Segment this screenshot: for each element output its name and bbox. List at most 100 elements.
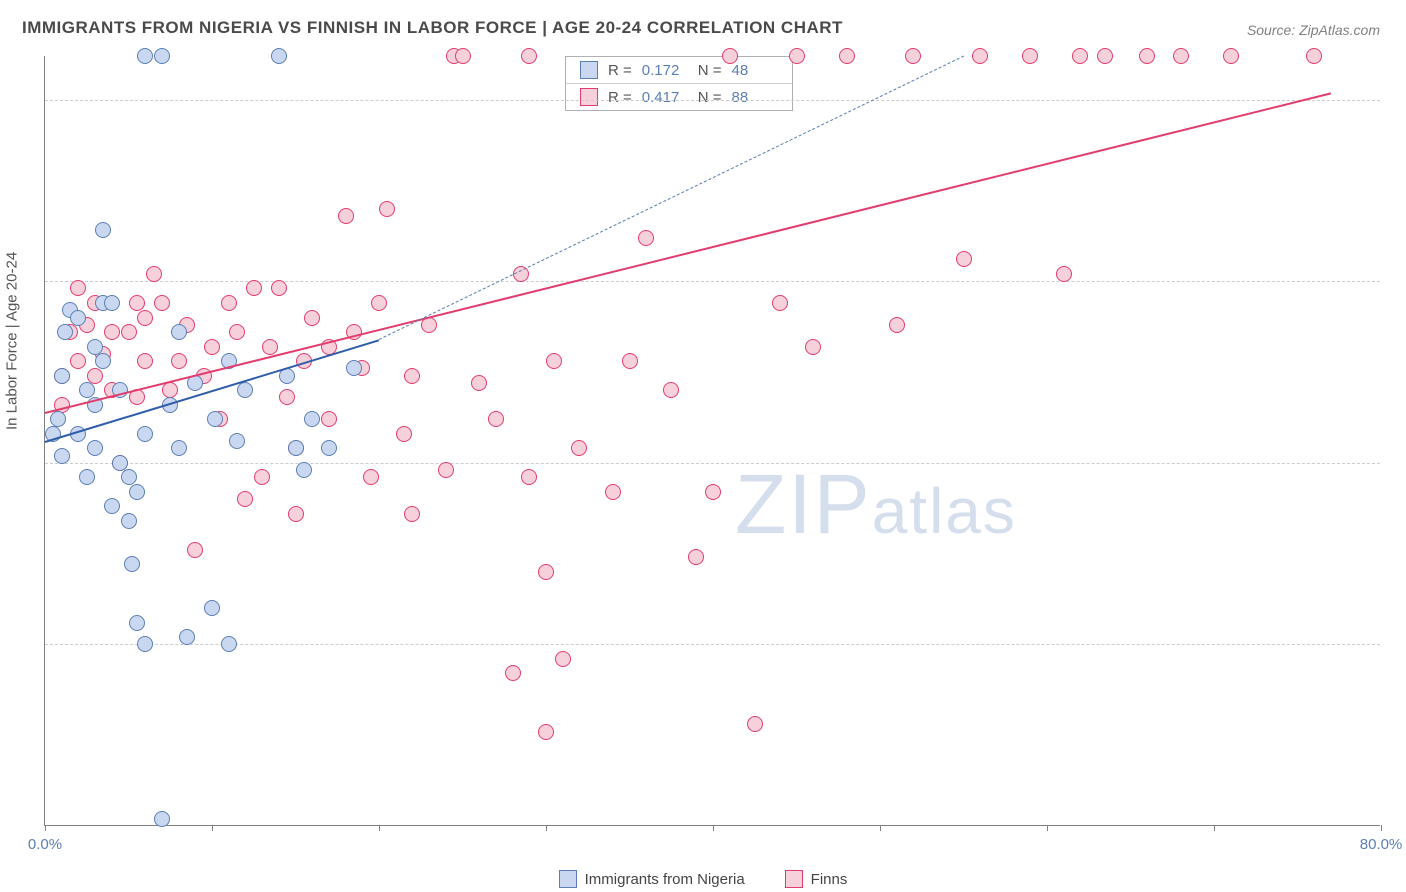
point-finns — [905, 48, 921, 64]
point-finns — [956, 251, 972, 267]
stats-row-b: R = 0.417 N = 88 — [566, 84, 792, 110]
point-nigeria — [137, 426, 153, 442]
point-nigeria — [50, 411, 66, 427]
point-nigeria — [137, 636, 153, 652]
gridline-h — [45, 281, 1380, 282]
point-finns — [379, 201, 395, 217]
point-nigeria — [207, 411, 223, 427]
legend-swatch-a — [559, 870, 577, 888]
point-finns — [1306, 48, 1322, 64]
point-nigeria — [70, 426, 86, 442]
point-nigeria — [87, 397, 103, 413]
point-finns — [146, 266, 162, 282]
point-finns — [1022, 48, 1038, 64]
point-finns — [137, 310, 153, 326]
r-value-a: 0.172 — [642, 62, 688, 79]
point-finns — [571, 440, 587, 456]
gridline-h — [45, 463, 1380, 464]
point-finns — [546, 353, 562, 369]
point-finns — [304, 310, 320, 326]
point-nigeria — [154, 48, 170, 64]
point-finns — [288, 506, 304, 522]
point-finns — [839, 48, 855, 64]
y-tick-label: 62.5% — [1388, 636, 1406, 653]
point-finns — [505, 665, 521, 681]
point-finns — [187, 542, 203, 558]
point-finns — [1056, 266, 1072, 282]
point-finns — [772, 295, 788, 311]
r-label: R = — [608, 62, 632, 79]
point-nigeria — [87, 440, 103, 456]
n-value-b: 88 — [732, 89, 778, 106]
x-tick — [212, 825, 213, 831]
stats-row-a: R = 0.172 N = 48 — [566, 57, 792, 84]
x-tick — [713, 825, 714, 831]
gridline-h — [45, 644, 1380, 645]
correlation-stats-box: R = 0.172 N = 48 R = 0.417 N = 88 — [565, 56, 793, 111]
point-nigeria — [179, 629, 195, 645]
point-finns — [538, 564, 554, 580]
point-nigeria — [229, 433, 245, 449]
point-nigeria — [57, 324, 73, 340]
point-nigeria — [87, 339, 103, 355]
point-finns — [371, 295, 387, 311]
point-finns — [237, 491, 253, 507]
point-finns — [688, 549, 704, 565]
point-finns — [663, 382, 679, 398]
point-nigeria — [221, 636, 237, 652]
x-tick — [546, 825, 547, 831]
point-finns — [705, 484, 721, 500]
point-nigeria — [95, 353, 111, 369]
point-finns — [438, 462, 454, 478]
legend-swatch-b — [785, 870, 803, 888]
point-nigeria — [288, 440, 304, 456]
point-finns — [722, 48, 738, 64]
point-nigeria — [79, 382, 95, 398]
point-nigeria — [304, 411, 320, 427]
point-nigeria — [95, 222, 111, 238]
x-tick-label: 0.0% — [28, 836, 62, 853]
point-finns — [129, 295, 145, 311]
point-nigeria — [171, 440, 187, 456]
swatch-series-a — [580, 61, 598, 79]
x-tick — [1047, 825, 1048, 831]
r-label: R = — [608, 89, 632, 106]
point-nigeria — [187, 375, 203, 391]
point-nigeria — [112, 455, 128, 471]
swatch-series-b — [580, 88, 598, 106]
point-nigeria — [45, 426, 61, 442]
point-nigeria — [104, 498, 120, 514]
point-finns — [521, 469, 537, 485]
legend-label-a: Immigrants from Nigeria — [585, 871, 745, 888]
point-nigeria — [137, 48, 153, 64]
point-finns — [555, 651, 571, 667]
point-nigeria — [112, 382, 128, 398]
point-finns — [87, 368, 103, 384]
point-finns — [404, 506, 420, 522]
point-nigeria — [204, 600, 220, 616]
point-finns — [1173, 48, 1189, 64]
point-finns — [889, 317, 905, 333]
point-finns — [129, 389, 145, 405]
point-nigeria — [124, 556, 140, 572]
point-finns — [279, 389, 295, 405]
point-finns — [521, 48, 537, 64]
point-nigeria — [296, 462, 312, 478]
point-nigeria — [70, 310, 86, 326]
point-nigeria — [221, 353, 237, 369]
point-finns — [605, 484, 621, 500]
point-finns — [513, 266, 529, 282]
legend-label-b: Finns — [811, 871, 848, 888]
gridline-h — [45, 100, 1380, 101]
y-tick-label: 87.5% — [1388, 273, 1406, 290]
point-nigeria — [279, 368, 295, 384]
point-finns — [346, 324, 362, 340]
x-tick — [379, 825, 380, 831]
x-tick — [45, 825, 46, 831]
point-nigeria — [104, 295, 120, 311]
point-finns — [1223, 48, 1239, 64]
x-tick-label: 80.0% — [1360, 836, 1403, 853]
x-tick — [880, 825, 881, 831]
legend-item-b: Finns — [785, 870, 848, 888]
x-tick — [1214, 825, 1215, 831]
